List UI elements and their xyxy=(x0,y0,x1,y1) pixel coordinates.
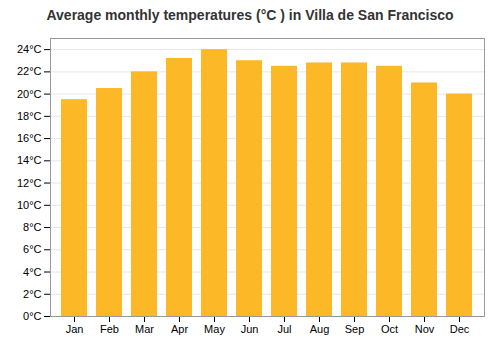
html-text:Average monthly temperatures (: Average monthly temperatures (°C ) in Vi… xyxy=(46,7,454,23)
svg-text:4°C: 4°C xyxy=(23,266,42,278)
svg-text:2°C: 2°C xyxy=(23,288,42,300)
svg-text:18°C: 18°C xyxy=(17,110,42,122)
svg-text:8°C: 8°C xyxy=(23,221,42,233)
svg-text:Nov: Nov xyxy=(415,323,435,335)
svg-text:Aug: Aug xyxy=(310,323,330,335)
svg-text:Apr: Apr xyxy=(171,323,188,335)
svg-text:Jul: Jul xyxy=(277,323,291,335)
svg-text:Feb: Feb xyxy=(100,323,119,335)
svg-text:Mar: Mar xyxy=(135,323,154,335)
svg-text:Jan: Jan xyxy=(66,323,84,335)
svg-text:Dec: Dec xyxy=(450,323,470,335)
svg-text:Oct: Oct xyxy=(381,323,398,335)
svg-text:Sep: Sep xyxy=(345,323,365,335)
svg-text:May: May xyxy=(204,323,225,335)
svg-text:24°C: 24°C xyxy=(17,43,42,55)
svg-text:10°C: 10°C xyxy=(17,199,42,211)
svg-text:22°C: 22°C xyxy=(17,65,42,77)
svg-text:16°C: 16°C xyxy=(17,132,42,144)
svg-text:12°C: 12°C xyxy=(17,177,42,189)
svg-text:Jun: Jun xyxy=(241,323,259,335)
svg-text:14°C: 14°C xyxy=(17,154,42,166)
svg-text:20°C: 20°C xyxy=(17,88,42,100)
svg-text:6°C: 6°C xyxy=(23,243,42,255)
svg-text:0°C: 0°C xyxy=(23,310,42,322)
